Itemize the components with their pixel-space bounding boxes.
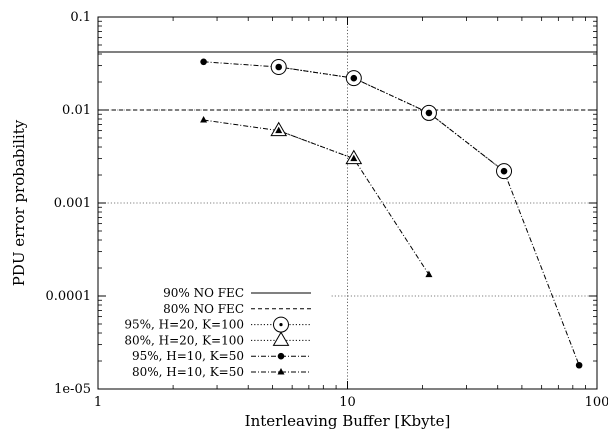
data-point-filled-circle bbox=[275, 63, 283, 71]
data-point-filled-circle bbox=[277, 352, 285, 360]
y-tick-label: 0.0001 bbox=[46, 289, 92, 304]
series-line bbox=[203, 119, 430, 275]
legend-entry: 80%, H=20, K=100 bbox=[124, 331, 311, 347]
series-6 bbox=[203, 119, 430, 275]
series-4 bbox=[278, 130, 354, 160]
legend-entry: 80% NO FEC bbox=[163, 302, 311, 316]
y-axis-label: PDU error probability bbox=[10, 119, 28, 286]
legend-entry: 90% NO FEC bbox=[163, 286, 311, 300]
data-point-dot bbox=[279, 323, 283, 327]
data-point-filled-circle bbox=[425, 109, 433, 117]
data-point-filled-circle bbox=[575, 361, 583, 369]
legend-label: 80% NO FEC bbox=[163, 302, 244, 316]
legend-background bbox=[103, 283, 331, 382]
ticks: 1 10 100 1e-05 0.0001 0.001 0.01 0.1 bbox=[46, 10, 608, 410]
series-line bbox=[203, 61, 580, 366]
x-tick-label: 10 bbox=[339, 395, 356, 410]
legend-label: 80%, H=10, K=50 bbox=[132, 365, 244, 379]
data-point-filled-circle bbox=[200, 58, 207, 66]
data-point-filled-triangle bbox=[425, 270, 433, 278]
legend-entry: 95%, H=20, K=100 bbox=[124, 316, 311, 333]
y-tick-label: 0.001 bbox=[54, 196, 91, 211]
legend-label: 90% NO FEC bbox=[163, 286, 244, 300]
data-point-triangle bbox=[272, 331, 290, 346]
series-3-markers bbox=[270, 58, 513, 180]
y-tick-label: 1e-05 bbox=[54, 382, 91, 397]
series-5-markers bbox=[200, 58, 583, 369]
y-tick-label: 0.01 bbox=[62, 103, 91, 118]
legend-entry: 80%, H=10, K=50 bbox=[132, 365, 311, 379]
data-point-filled-triangle bbox=[350, 154, 358, 162]
x-tick-label: 1 bbox=[94, 395, 102, 410]
series-line bbox=[278, 130, 354, 160]
data-point-filled-circle bbox=[350, 74, 358, 82]
y-tick-label: 0.1 bbox=[70, 10, 91, 25]
series-6-markers bbox=[200, 116, 433, 278]
series-5 bbox=[203, 61, 580, 366]
data-point-filled-circle bbox=[500, 167, 508, 175]
data-point-filled-triangle bbox=[200, 116, 208, 123]
x-axis-label: Interleaving Buffer [Kbyte] bbox=[245, 412, 451, 430]
legend-label: 80%, H=20, K=100 bbox=[124, 333, 244, 347]
legend-entry: 95%, H=10, K=50 bbox=[132, 349, 311, 363]
legend-label: 95%, H=10, K=50 bbox=[132, 349, 244, 363]
x-tick-label: 100 bbox=[585, 395, 608, 410]
data-point-filled-triangle bbox=[275, 126, 283, 134]
legend-label: 95%, H=20, K=100 bbox=[124, 318, 244, 332]
data-point-filled-triangle bbox=[277, 368, 285, 375]
series-layer bbox=[98, 51, 597, 369]
